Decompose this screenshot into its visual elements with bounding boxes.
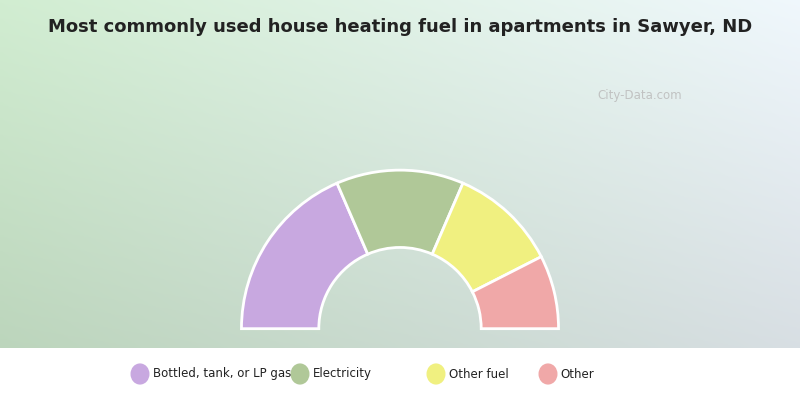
Text: Most commonly used house heating fuel in apartments in Sawyer, ND: Most commonly used house heating fuel in…: [48, 18, 752, 36]
Text: Bottled, tank, or LP gas: Bottled, tank, or LP gas: [153, 368, 291, 380]
Wedge shape: [337, 170, 463, 254]
Text: Electricity: Electricity: [313, 368, 372, 380]
Ellipse shape: [539, 364, 557, 384]
Ellipse shape: [131, 364, 149, 384]
Text: Other fuel: Other fuel: [449, 368, 509, 380]
Text: City-Data.com: City-Data.com: [598, 90, 682, 102]
Ellipse shape: [291, 364, 309, 384]
Text: Other: Other: [561, 368, 594, 380]
Wedge shape: [472, 257, 558, 329]
Wedge shape: [432, 183, 542, 292]
Ellipse shape: [427, 364, 445, 384]
Wedge shape: [242, 183, 368, 329]
